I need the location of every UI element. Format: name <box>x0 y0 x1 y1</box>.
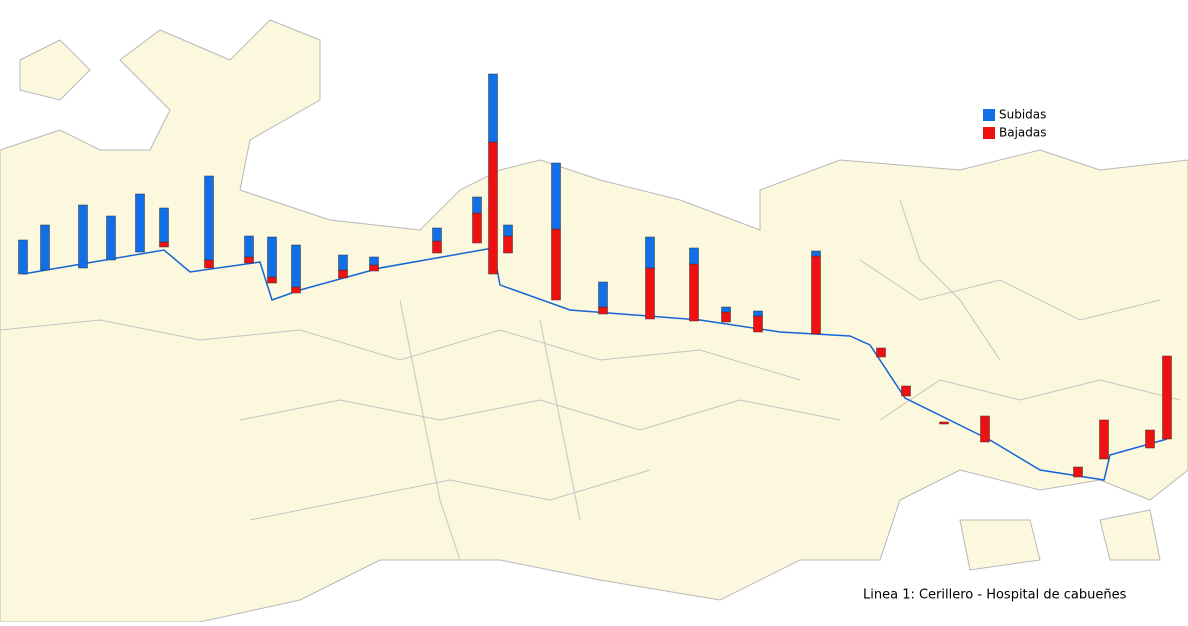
bajadas-bar <box>488 141 498 275</box>
bajadas-bar <box>1145 429 1155 449</box>
legend-swatch <box>983 109 995 121</box>
subidas-bar <box>689 247 699 265</box>
bajadas-bar <box>689 263 699 322</box>
subidas-bar <box>244 235 254 258</box>
bajadas-bar <box>980 415 990 443</box>
subidas-bar <box>721 306 731 313</box>
subidas-bar <box>551 162 561 230</box>
bajadas-bar <box>721 311 731 323</box>
subidas-bar <box>811 250 821 257</box>
bajadas-bar <box>753 315 763 333</box>
subidas-bar <box>204 175 214 261</box>
subidas-bar <box>267 236 277 278</box>
bajadas-bar <box>811 255 821 335</box>
bajadas-bar <box>159 241 169 248</box>
bajadas-bar <box>1162 355 1172 440</box>
bars <box>18 73 1172 481</box>
bajadas-bar <box>244 256 254 264</box>
bus-route <box>22 247 1168 481</box>
bajadas-bar <box>939 421 949 425</box>
legend-swatch <box>983 127 995 139</box>
subidas-bar <box>40 224 50 271</box>
subidas-bar <box>472 196 482 214</box>
bajadas-bar <box>598 306 608 315</box>
legend: Subidas Bajadas <box>983 108 1047 140</box>
caption: Linea 1: Cerillero - Hospital de cabueñe… <box>863 588 1127 603</box>
bajadas-bar <box>551 228 561 301</box>
subidas-bar <box>503 224 513 237</box>
bajadas-bar <box>1073 466 1083 478</box>
bajadas-bar <box>472 212 482 244</box>
subidas-bar <box>159 207 169 243</box>
bajadas-bar <box>291 286 301 294</box>
subidas-bar <box>645 236 655 269</box>
subidas-bar <box>432 227 442 242</box>
subidas-bar <box>18 239 28 275</box>
subidas-bar <box>135 193 145 253</box>
bajadas-bar <box>901 385 911 397</box>
bajadas-bar <box>645 267 655 320</box>
subidas-bar <box>598 281 608 308</box>
legend-label: Subidas <box>999 108 1046 122</box>
bajadas-bar <box>432 240 442 254</box>
subidas-bar <box>291 244 301 288</box>
bajadas-bar <box>204 259 214 269</box>
bajadas-bar <box>338 269 348 279</box>
subidas-bar <box>338 254 348 271</box>
bajadas-bar <box>1099 419 1109 460</box>
subidas-bar <box>753 310 763 317</box>
subidas-bar <box>106 215 116 261</box>
legend-label: Bajadas <box>999 126 1047 140</box>
bajadas-bar <box>267 276 277 284</box>
bajadas-bar <box>876 347 886 358</box>
basemap <box>0 19 1188 623</box>
bajadas-bar <box>369 264 379 272</box>
subidas-bar <box>78 204 88 269</box>
bajadas-bar <box>503 235 513 254</box>
subidas-bar <box>488 73 498 143</box>
subidas-bar <box>369 256 379 266</box>
